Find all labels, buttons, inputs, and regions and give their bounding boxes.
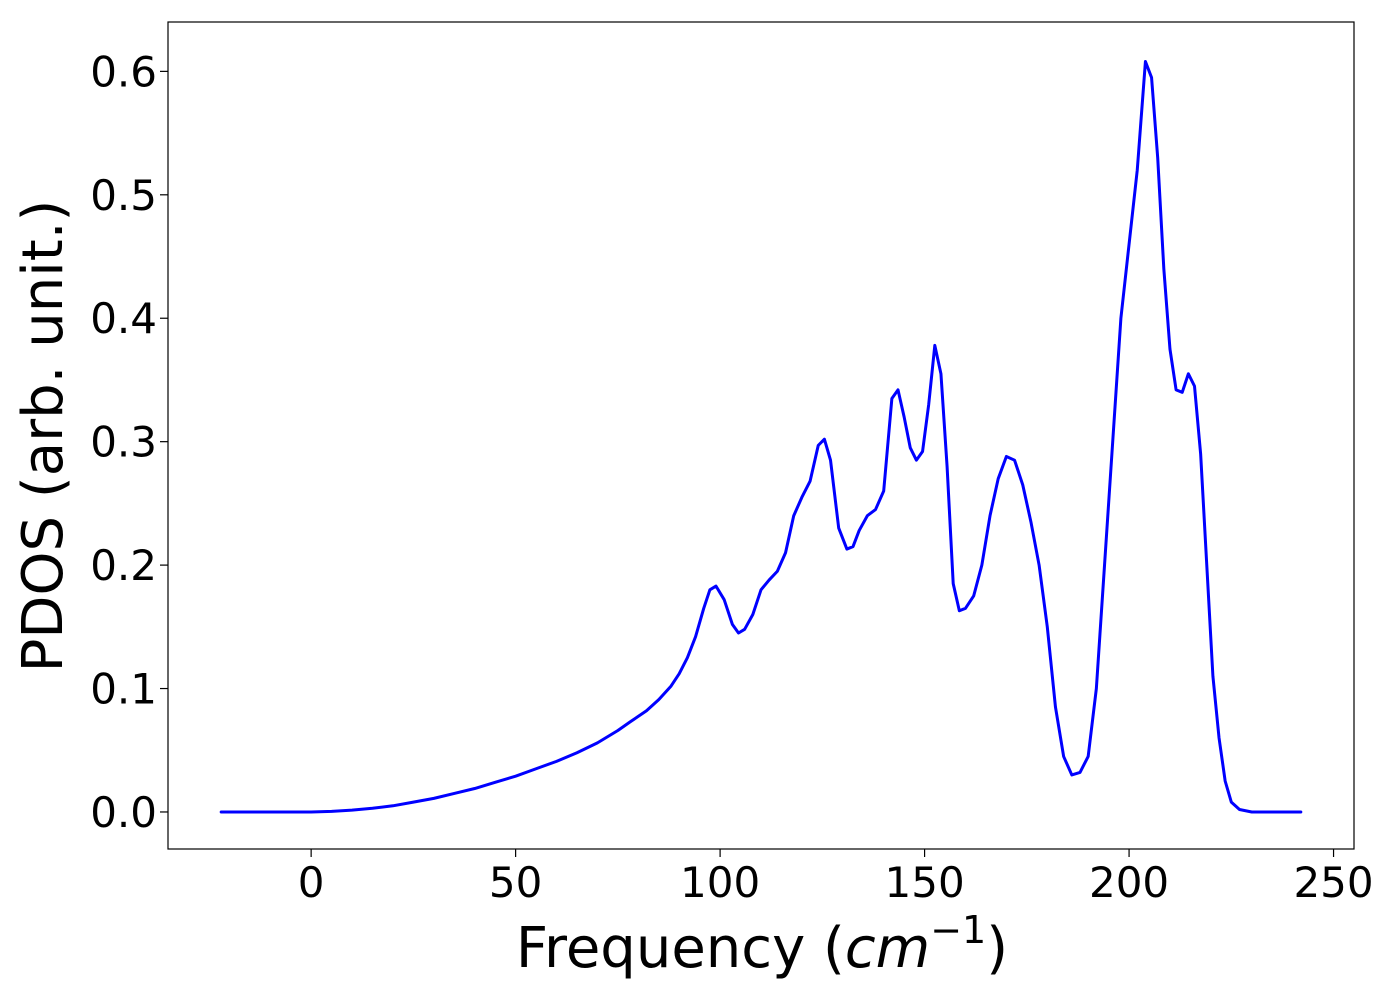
y-tick-label: 0.0 [90,788,157,837]
x-axis-label-exponent: −1 [930,908,986,952]
y-tick-label: 0.5 [90,171,157,220]
x-axis-label-prefix: Frequency ( [516,916,845,981]
x-axis-ticks: 0 50 100 150 200 250 [298,849,1374,907]
x-axis-label-unit: cm [845,916,930,981]
x-axis-label: Frequency (cm−1) [516,908,1008,981]
series-line-0 [219,60,1303,814]
x-tick-label: 100 [680,858,760,907]
x-tick-label: 50 [489,858,542,907]
plot-area [219,60,1303,814]
y-axis-label: PDOS (arb. unit.) [11,200,76,673]
y-tick-label: 0.3 [90,418,157,467]
axes-frame [167,21,1355,850]
x-tick-label: 150 [885,858,965,907]
x-tick-label: 0 [298,858,325,907]
y-axis-ticks: 0.0 0.1 0.2 0.3 0.4 0.5 0.6 [90,47,168,837]
x-tick-label: 250 [1293,858,1373,907]
y-tick-label: 0.4 [90,294,157,343]
y-tick-label: 0.6 [90,47,157,96]
x-axis-label-suffix: ) [986,916,1008,981]
y-tick-label: 0.1 [90,665,157,714]
y-tick-label: 0.2 [90,541,157,590]
x-tick-label: 200 [1089,858,1169,907]
